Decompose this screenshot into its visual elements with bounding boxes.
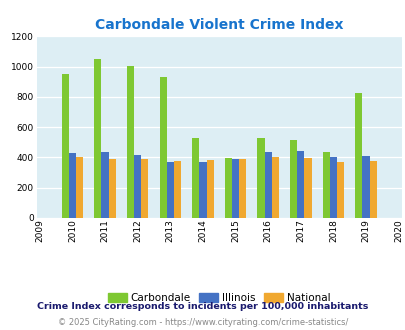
Bar: [69, 153, 76, 218]
Bar: [199, 161, 206, 218]
Bar: [336, 161, 343, 218]
Bar: [264, 152, 271, 218]
Legend: Carbondale, Illinois, National: Carbondale, Illinois, National: [104, 288, 334, 307]
Bar: [354, 93, 362, 218]
Bar: [76, 157, 83, 218]
Bar: [173, 161, 181, 218]
Title: Carbondale Violent Crime Index: Carbondale Violent Crime Index: [95, 18, 343, 32]
Bar: [362, 156, 369, 218]
Bar: [329, 157, 336, 218]
Text: Crime Index corresponds to incidents per 100,000 inhabitants: Crime Index corresponds to incidents per…: [37, 302, 368, 312]
Bar: [94, 59, 101, 218]
Bar: [239, 159, 246, 218]
Bar: [101, 152, 109, 218]
Bar: [159, 77, 166, 218]
Bar: [271, 157, 278, 218]
Text: © 2025 CityRating.com - https://www.cityrating.com/crime-statistics/: © 2025 CityRating.com - https://www.city…: [58, 318, 347, 327]
Bar: [304, 158, 311, 218]
Bar: [369, 161, 376, 218]
Bar: [206, 160, 213, 218]
Bar: [141, 159, 148, 218]
Bar: [62, 74, 69, 218]
Bar: [192, 138, 199, 218]
Bar: [224, 158, 231, 218]
Bar: [296, 151, 304, 218]
Bar: [322, 152, 329, 218]
Bar: [109, 159, 115, 218]
Bar: [134, 155, 141, 218]
Bar: [257, 138, 264, 218]
Bar: [166, 161, 173, 218]
Bar: [289, 140, 296, 218]
Bar: [127, 66, 134, 218]
Bar: [231, 159, 239, 218]
